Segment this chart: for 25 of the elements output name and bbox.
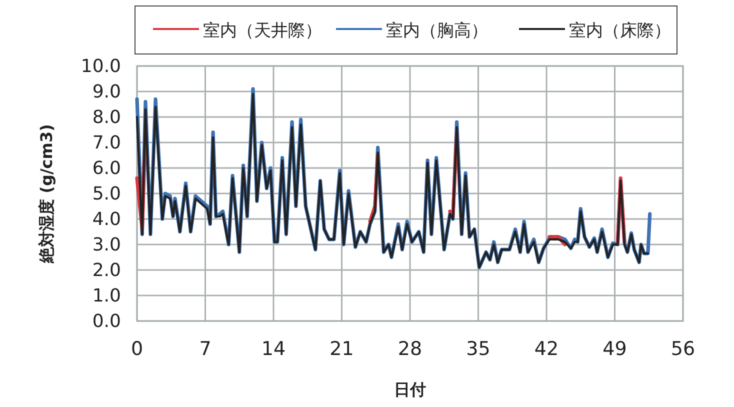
y-tick-label: 2.0	[92, 260, 121, 281]
y-tick-label: 6.0	[92, 158, 121, 179]
x-axis-title: 日付	[394, 380, 426, 399]
y-tick-label: 3.0	[92, 234, 121, 256]
x-tick-label: 28	[398, 338, 422, 360]
legend-label: 室内（天井際）	[203, 21, 322, 41]
x-tick-label: 35	[466, 338, 490, 360]
x-tick-label: 7	[199, 338, 212, 360]
legend-label: 室内（胸高）	[386, 21, 488, 41]
y-tick-label: 5.0	[92, 184, 121, 204]
y-tick-label: 1.0	[92, 286, 121, 306]
y-tick-label: 7.0	[92, 132, 121, 154]
legend-label: 室内（床際）	[569, 21, 671, 41]
x-tick-label: 49	[602, 338, 627, 360]
y-tick-label: 9.0	[92, 82, 121, 102]
y-tick-label: 8.0	[92, 107, 121, 128]
y-tick-label: 0.0	[92, 311, 121, 332]
y-tick-label: 4.0	[92, 209, 121, 230]
x-tick-label: 42	[534, 338, 559, 360]
x-tick-label: 14	[261, 338, 286, 360]
x-tick-label: 21	[330, 338, 354, 360]
y-tick-label: 10.0	[80, 56, 121, 77]
y-axis-title: 絶対湿度 (g/cm3)	[37, 124, 56, 264]
x-tick-label: 0	[130, 338, 144, 360]
x-tick-label: 56	[670, 338, 696, 360]
